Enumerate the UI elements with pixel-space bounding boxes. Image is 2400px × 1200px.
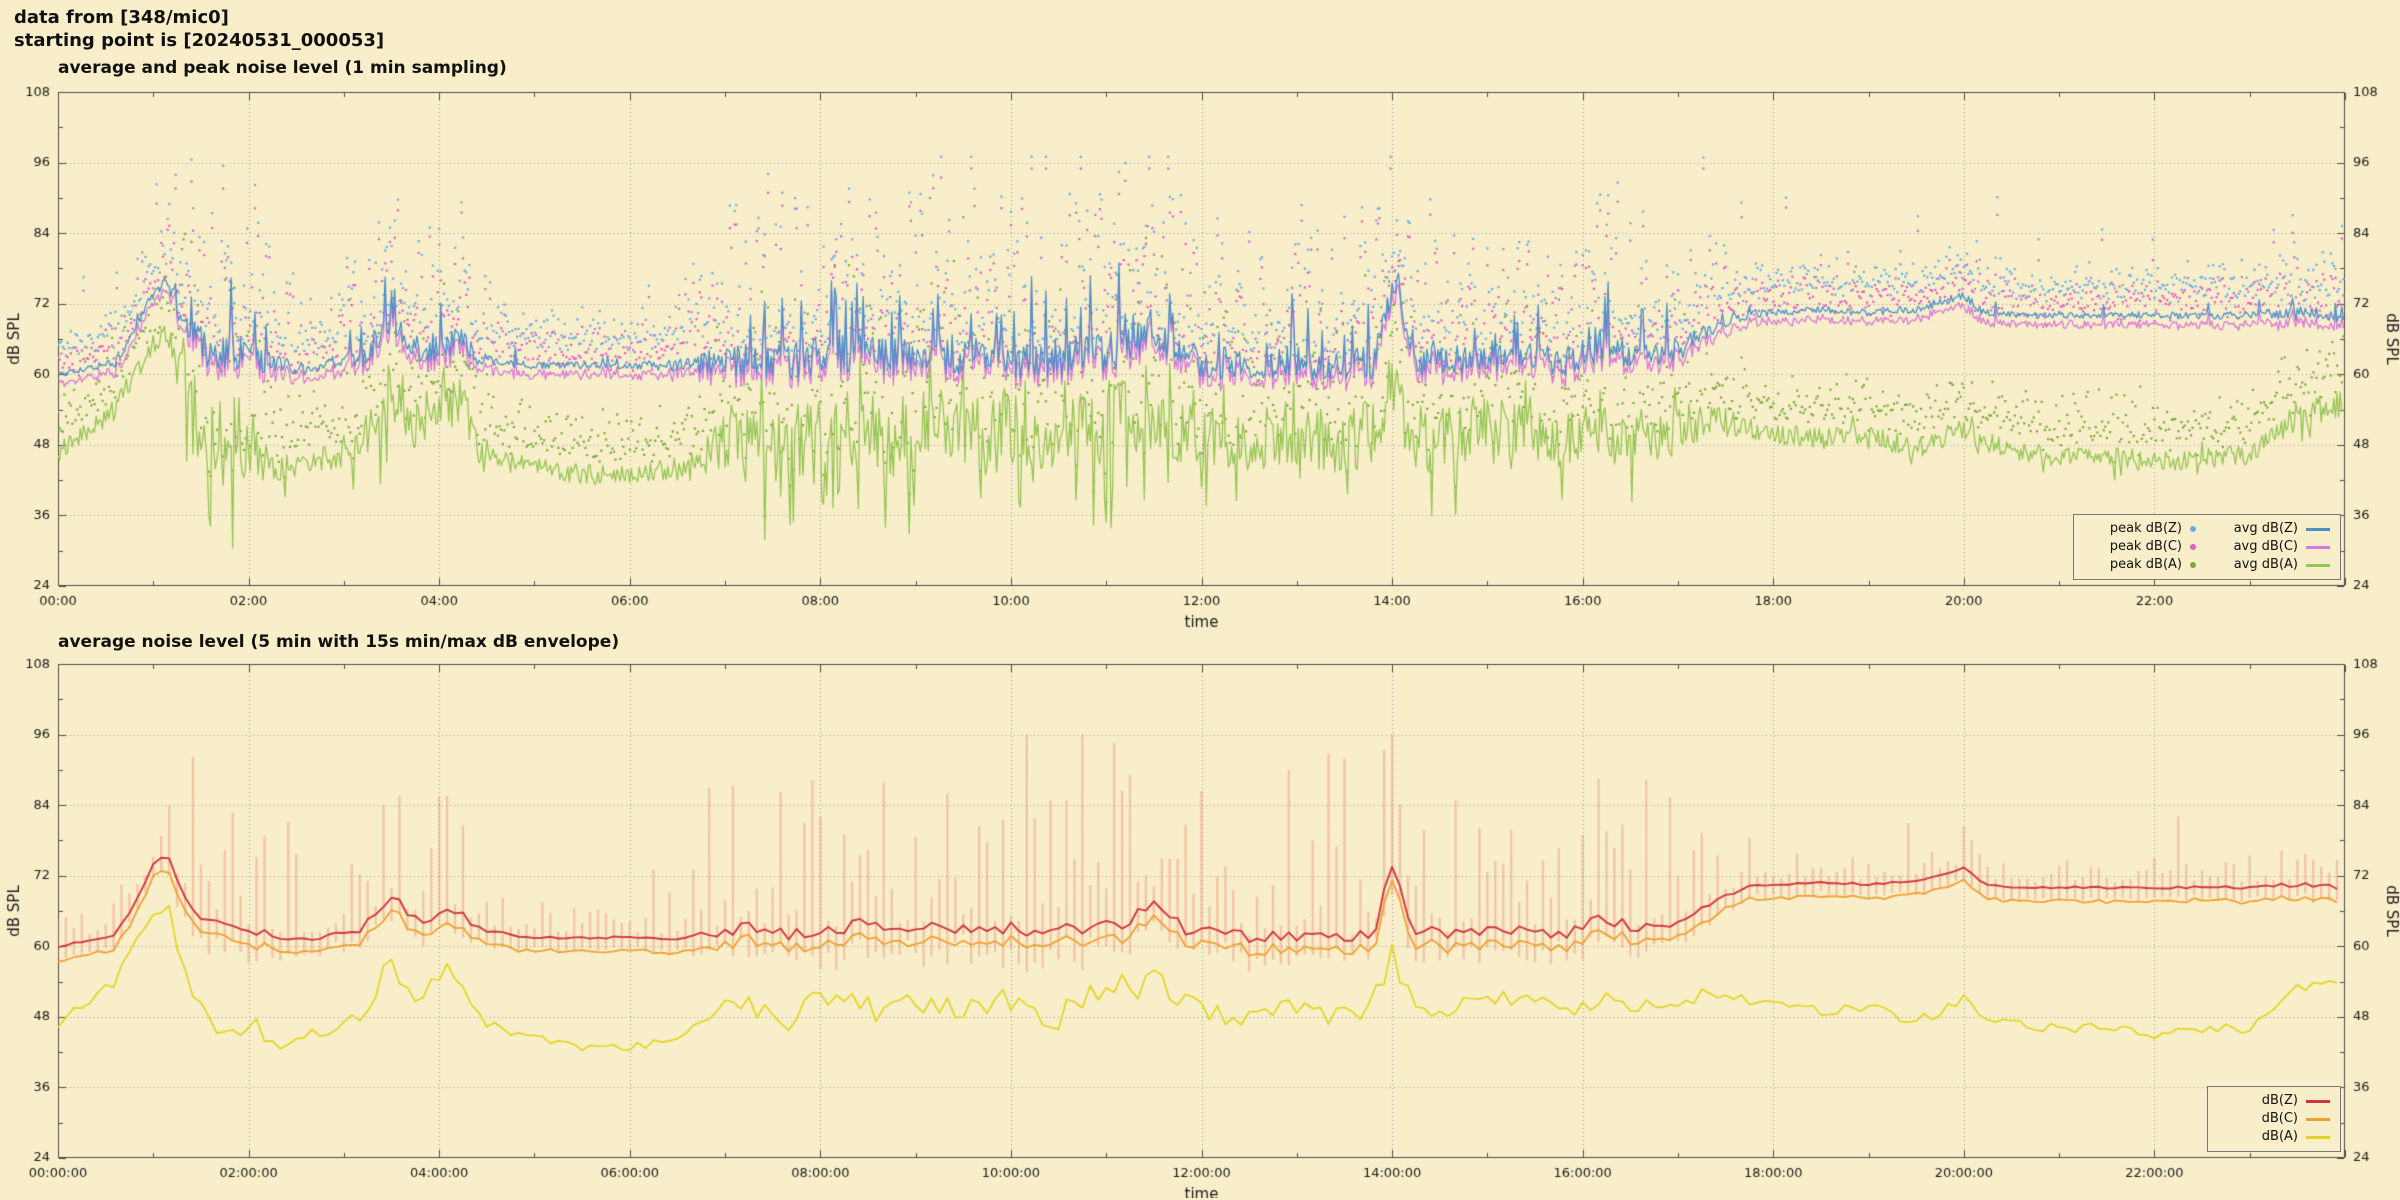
- legend-entry: dB(A): [2218, 1128, 2330, 1146]
- legend-point-marker-icon: [2190, 562, 2196, 568]
- legend-line-marker-icon: [2306, 527, 2330, 531]
- header-line2: starting point is [20240531_000053]: [14, 30, 385, 51]
- legend-entry: peak dB(A): [2084, 556, 2196, 574]
- legend-entry: dB(C): [2218, 1110, 2330, 1128]
- header: data from [348/mic0] starting point is […: [14, 6, 384, 52]
- chart2-legend: dB(Z) dB(C) dB(A): [2207, 1086, 2341, 1152]
- chart2-plot-area: [0, 656, 2400, 1198]
- legend-line-marker-icon: [2306, 545, 2330, 549]
- chart1-title: average and peak noise level (1 min samp…: [58, 58, 507, 78]
- legend-row: dB(Z): [2218, 1092, 2330, 1110]
- legend-label: peak dB(Z): [2109, 521, 2182, 536]
- legend-point-marker-icon: [2190, 544, 2196, 550]
- legend-label: peak dB(A): [2109, 557, 2182, 572]
- legend-entry: avg dB(A): [2218, 556, 2330, 574]
- legend-line-marker-icon: [2306, 1117, 2330, 1121]
- legend-row: dB(C): [2218, 1110, 2330, 1128]
- legend-label: dB(Z): [2261, 1093, 2298, 1108]
- legend-label: avg dB(C): [2233, 539, 2298, 554]
- legend-line-marker-icon: [2306, 1099, 2330, 1103]
- legend-line-marker-icon: [2306, 563, 2330, 567]
- legend-entry: dB(Z): [2218, 1092, 2330, 1110]
- legend-label: avg dB(A): [2233, 557, 2298, 572]
- legend-entry: peak dB(Z): [2084, 520, 2196, 538]
- legend-entry: peak dB(C): [2084, 538, 2196, 556]
- chart2-title: average noise level (5 min with 15s min/…: [58, 632, 620, 652]
- legend-label: avg dB(Z): [2233, 521, 2298, 536]
- chart1-plot-area: [0, 84, 2400, 632]
- legend-entry: avg dB(C): [2218, 538, 2330, 556]
- legend-point-marker-icon: [2190, 526, 2196, 532]
- header-line1: data from [348/mic0]: [14, 7, 229, 28]
- legend-row: dB(A): [2218, 1128, 2330, 1146]
- legend-row: peak dB(C) avg dB(C): [2084, 538, 2330, 556]
- legend-entry: avg dB(Z): [2218, 520, 2330, 538]
- legend-label: peak dB(C): [2109, 539, 2182, 554]
- legend-row: peak dB(Z) avg dB(Z): [2084, 520, 2330, 538]
- legend-label: dB(A): [2261, 1129, 2298, 1144]
- legend-label: dB(C): [2261, 1111, 2298, 1126]
- chart1-legend: peak dB(Z) avg dB(Z) peak dB(C) avg dB(C) pe…: [2073, 514, 2341, 580]
- legend-line-marker-icon: [2306, 1135, 2330, 1139]
- legend-row: peak dB(A) avg dB(A): [2084, 556, 2330, 574]
